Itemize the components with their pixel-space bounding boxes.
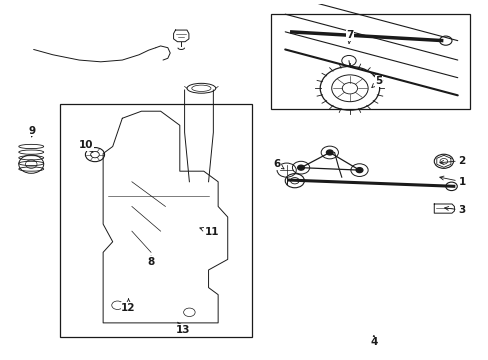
Text: 7: 7 [346,30,353,44]
Text: 8: 8 [147,256,154,267]
Text: 11: 11 [200,227,219,237]
Text: 5: 5 [371,76,382,87]
Circle shape [297,165,304,170]
Text: 6: 6 [273,159,284,169]
Text: 13: 13 [176,322,190,335]
Text: 12: 12 [121,299,136,313]
Text: 10: 10 [79,140,93,152]
Text: 3: 3 [444,205,465,215]
Circle shape [326,150,332,155]
Text: 1: 1 [439,176,465,187]
Text: 4: 4 [369,336,377,347]
Bar [270,14,469,109]
Bar [60,104,251,337]
Text: 2: 2 [439,156,465,166]
Circle shape [290,177,299,184]
Text: 9: 9 [28,126,35,137]
Circle shape [355,168,362,172]
